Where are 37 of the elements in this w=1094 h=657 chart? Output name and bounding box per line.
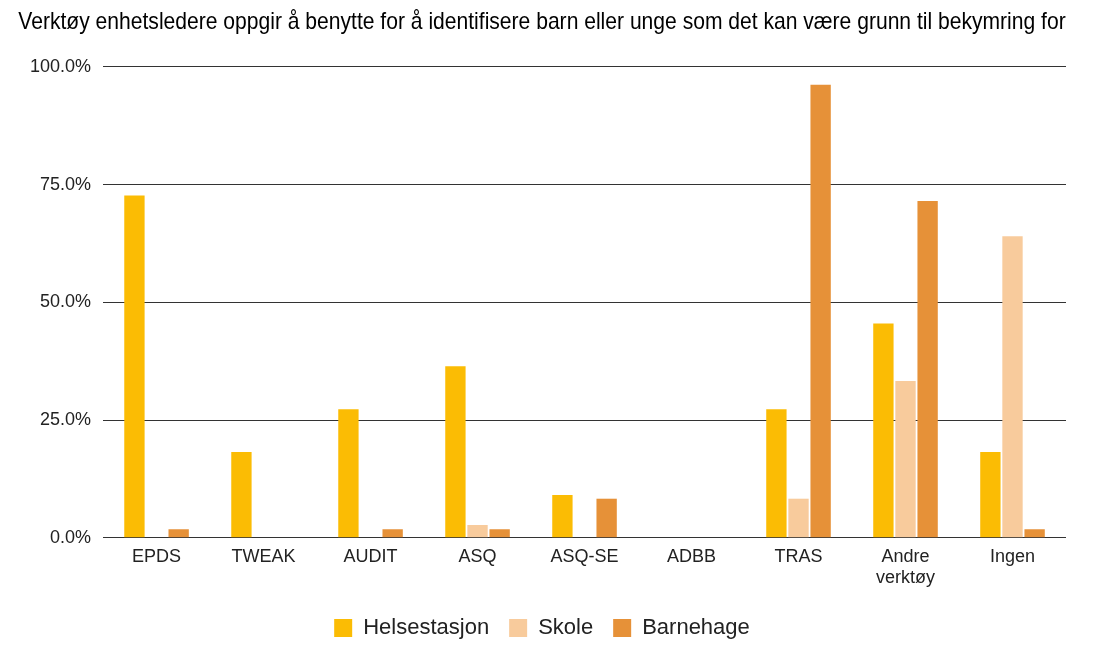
bar: [124, 195, 145, 538]
bar: [489, 529, 510, 538]
y-tick-label: 50.0%: [40, 291, 92, 312]
bar: [980, 452, 1001, 538]
x-tick-label: ADBB: [667, 545, 717, 566]
x-tick-label: EPDS: [132, 545, 182, 566]
y-tick-label: 0.0%: [50, 526, 92, 547]
x-tick-label: Andre verktøy: [876, 545, 936, 588]
y-tick-label: 75.0%: [40, 173, 92, 194]
x-tick-label: Ingen: [989, 545, 1036, 566]
bar: [788, 498, 809, 538]
y-tick-label: 25.0%: [40, 409, 92, 430]
bar: [766, 409, 787, 538]
bar: [810, 84, 831, 538]
legend-label: Skole: [538, 614, 594, 640]
bar: [467, 525, 488, 538]
bar: [873, 323, 894, 538]
bar: [552, 494, 573, 538]
x-tick-label: TWEAK: [231, 545, 296, 566]
legend-label: Helsestasjon: [363, 614, 490, 640]
bar: [917, 201, 938, 538]
x-tick-label: ASQ-SE: [550, 545, 619, 566]
x-tick-label: ASQ: [458, 545, 497, 566]
bar: [231, 452, 252, 538]
x-tick-label: TRAS: [774, 545, 823, 566]
bar: [168, 529, 189, 538]
bar: [445, 366, 466, 538]
bar: [382, 529, 403, 538]
y-tick-label: 100.0%: [29, 55, 92, 76]
bar: [596, 498, 617, 538]
chart-title: Verktøy enhetsledere oppgir å benytte for å identifisere barn eller unge som det kan være grunn til bekymring for: [18, 7, 1067, 35]
bar: [338, 409, 359, 538]
bar: [895, 380, 916, 538]
bar: [1002, 236, 1023, 538]
legend-label: Barnehage: [642, 614, 750, 640]
bar: [1024, 529, 1045, 538]
x-tick-label: AUDIT: [343, 545, 398, 566]
